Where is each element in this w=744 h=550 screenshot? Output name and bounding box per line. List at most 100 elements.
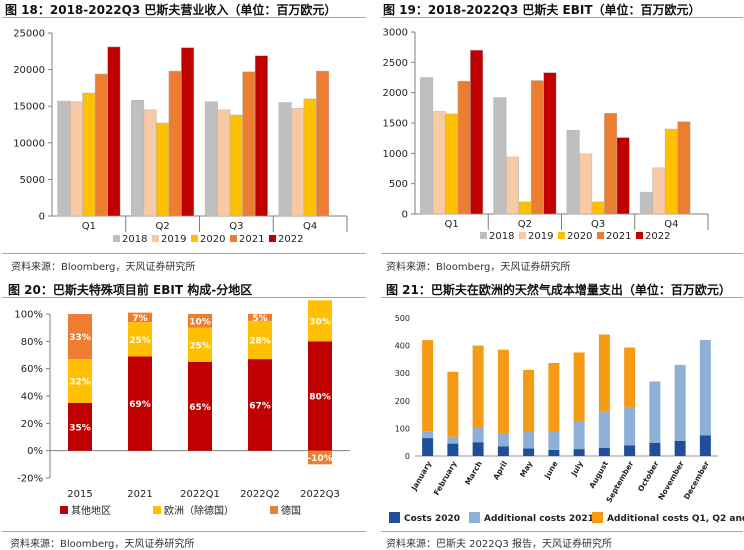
p21-y-tick-label: 500 <box>395 314 410 323</box>
ebit-bar-2022-Q1 <box>470 49 484 215</box>
revenue-x-tick-label: Q3 <box>229 221 243 232</box>
p21-bar-Additional costs Q1, Q2 and Q3 2022-June <box>548 362 560 432</box>
ebit-bar-2020-Q2 <box>518 201 532 215</box>
ebit-bar-2018-Q3 <box>566 130 580 215</box>
p21-bar-Additional costs 2021-July <box>573 421 585 450</box>
panel-20-title-rule <box>2 297 366 298</box>
p20-y-tick-label: 80% <box>21 337 43 348</box>
ebit-legend-swatch-2020 <box>558 232 565 239</box>
revenue-legend-label-2020: 2020 <box>200 234 225 245</box>
p20-bar-德国-2022Q3 <box>308 450 332 465</box>
p20-data-label: 69% <box>129 400 151 410</box>
revenue-bar-2021-Q4 <box>316 70 330 217</box>
p21-legend-swatch-Additional costs 2021 <box>469 512 480 523</box>
p20-legend-label-其他地区: 其他地区 <box>71 504 111 517</box>
p20-legend-swatch-欧洲（除德国） <box>153 506 161 514</box>
revenue-bar-2022-Q3 <box>254 55 268 217</box>
revenue-x-tick-label: Q1 <box>82 221 96 232</box>
p20-data-label: 10% <box>189 317 211 327</box>
p20-legend-label-欧洲（除德国）: 欧洲（除德国） <box>164 504 234 517</box>
ebit-bar-2021-Q3 <box>604 113 618 215</box>
revenue-legend-swatch-2021 <box>230 235 237 242</box>
p20-y-tick-label: 100% <box>14 310 43 321</box>
revenue-y-tick-label: 5000 <box>20 175 45 186</box>
p20-bar-德国-2015 <box>68 314 92 360</box>
revenue-legend-label-2021: 2021 <box>239 234 264 245</box>
p20-data-label: 65% <box>189 403 211 413</box>
p21-bar-Additional costs 2021-April <box>497 433 509 447</box>
revenue-legend-label-2018: 2018 <box>122 234 147 245</box>
p21-y-tick-label: 0 <box>405 452 410 461</box>
p21-bar-Additional costs Q1, Q2 and Q3 2022-May <box>523 369 535 432</box>
p20-y-tick-label: 0% <box>27 446 43 457</box>
revenue-y-tick-label: 10000 <box>13 138 45 149</box>
p20-data-label: 30% <box>309 317 331 327</box>
p21-y-tick-label: 300 <box>395 369 410 378</box>
p20-legend-swatch-德国 <box>270 506 278 514</box>
p20-data-label: 80% <box>309 393 331 403</box>
p21-bar-Costs 2020-April <box>497 446 509 456</box>
panel-18-source: 资料来源：Bloomberg，天风证券研究所 <box>11 262 196 273</box>
p21-x-tick-label: May <box>518 459 534 478</box>
p20-y-tick-label: 60% <box>21 364 43 375</box>
ebit-x-tick-label: Q4 <box>664 219 678 230</box>
ebit-y-tick-label: 1500 <box>383 119 408 130</box>
ebit-bar-2018-Q1 <box>420 77 434 215</box>
p20-x-tick-label: 2022Q1 <box>180 489 220 500</box>
revenue-y-tick-label: 15000 <box>13 102 45 113</box>
p21-legend-label-Additional costs Q1, Q2 and Q3 2022: Additional costs Q1, Q2 and Q3 2022 <box>607 514 744 524</box>
p21-bar-Additional costs 2021-June <box>548 431 560 450</box>
revenue-bar-2020-Q1 <box>82 92 96 217</box>
panel-18-source-rule <box>2 253 366 254</box>
p21-bar-Additional costs Q1, Q2 and Q3 2022-February <box>447 371 459 437</box>
p20-data-label: 5% <box>252 314 267 324</box>
ebit-legend-label-2021: 2021 <box>606 231 631 242</box>
ebit-y-tick-label: 0 <box>402 210 408 221</box>
revenue-bar-2019-Q4 <box>291 108 305 217</box>
ebit-legend-swatch-2021 <box>597 232 604 239</box>
panel-19-source: 资料来源：Bloomberg，天风证券研究所 <box>386 262 571 273</box>
p21-bar-Additional costs Q1, Q2 and Q3 2022-March <box>472 345 484 428</box>
ebit-bar-2022-Q3 <box>616 137 630 215</box>
p20-legend-label-德国: 德国 <box>281 504 301 517</box>
revenue-bar-2020-Q4 <box>303 98 317 217</box>
p20-data-label: 35% <box>69 423 91 433</box>
panel-20-source-rule <box>2 531 366 532</box>
p20-x-tick-label: 2021 <box>127 489 152 500</box>
p20-data-label: 28% <box>249 336 271 346</box>
p20-bar-欧洲（除德国）-2022Q3 <box>308 300 332 342</box>
p21-bar-Additional costs 2021-February <box>447 436 459 444</box>
revenue-bar-2019-Q2 <box>143 109 157 217</box>
p21-x-tick-label: April <box>491 460 509 482</box>
revenue-bar-2022-Q2 <box>181 47 195 217</box>
revenue-bar-2019-Q3 <box>217 109 231 217</box>
p21-legend-label-Additional costs 2021: Additional costs 2021 <box>484 514 594 524</box>
p21-x-tick-label: August <box>587 459 610 490</box>
p21-bar-Costs 2020-July <box>573 449 585 456</box>
p20-bar-其他地区-2022Q1 <box>188 361 212 451</box>
ebit-bar-2018-Q2 <box>493 97 507 215</box>
p21-bar-Additional costs Q1, Q2 and Q3 2022-August <box>598 334 610 412</box>
p20-bar-欧洲（除德国）-2015 <box>68 359 92 403</box>
revenue-bar-2018-Q1 <box>57 100 71 217</box>
p21-x-tick-label: March <box>463 460 484 487</box>
ebit-legend-swatch-2019 <box>519 232 526 239</box>
ebit-x-tick-label: Q3 <box>591 219 605 230</box>
ebit-bar-2021-Q2 <box>530 80 544 215</box>
ebit-bar-2021-Q4 <box>677 121 691 215</box>
revenue-x-tick-label: Q2 <box>156 221 170 232</box>
panel-18-title-rule <box>2 17 366 18</box>
ebit-x-tick-label: Q1 <box>445 219 459 230</box>
p20-y-tick-label: -20% <box>17 474 43 485</box>
ebit-y-tick-label: 1000 <box>383 149 408 160</box>
ebit-legend-label-2022: 2022 <box>645 231 670 242</box>
p21-bar-Additional costs Q1, Q2 and Q3 2022-July <box>573 352 585 422</box>
revenue-bar-2018-Q3 <box>204 101 218 217</box>
p20-data-label: 7% <box>132 314 147 324</box>
ebit-y-tick-label: 2500 <box>383 58 408 69</box>
ebit-bar-2018-Q4 <box>639 191 653 215</box>
p20-data-label: 67% <box>249 401 271 411</box>
p21-x-tick-label: February <box>432 459 459 496</box>
p20-bar-其他地区-2022Q2 <box>248 359 272 451</box>
